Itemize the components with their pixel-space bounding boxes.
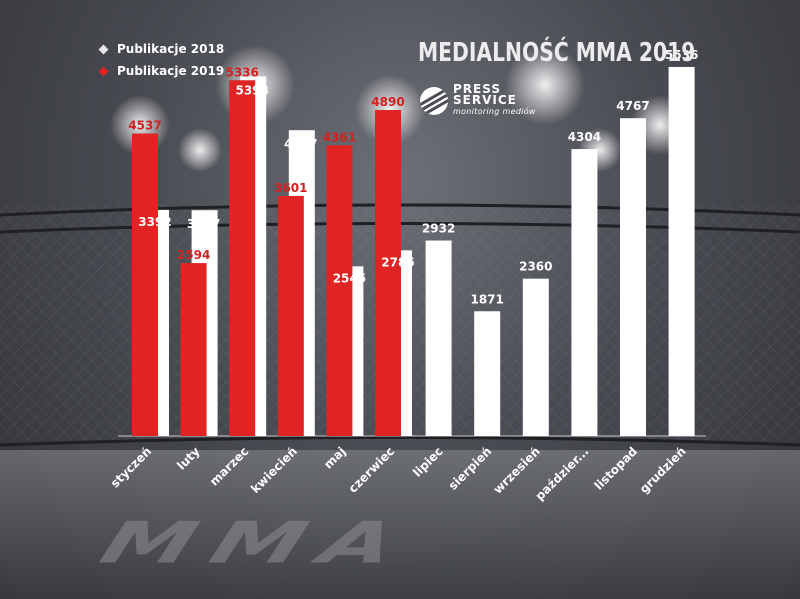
label-2018-4: 2545 — [333, 271, 366, 285]
bar-2018-10 — [620, 118, 646, 436]
legend: Publikacje 2018 Publikacje 2019 — [98, 38, 225, 82]
x-tick-1: luty — [174, 444, 203, 473]
bar-2019-5 — [375, 110, 401, 436]
legend-item-2019: Publikacje 2019 — [98, 60, 225, 82]
legend-label-2019: Publikacje 2019 — [117, 64, 225, 78]
bar-2019-3 — [277, 195, 304, 436]
legend-marker-2018 — [98, 44, 109, 54]
cage-floor — [0, 450, 800, 599]
label-2018-7: 1871 — [470, 292, 503, 306]
label-2019-3: 3601 — [274, 181, 307, 195]
label-2018-2: 5393 — [235, 83, 268, 97]
bar-2019-0 — [132, 133, 158, 437]
label-2018-0: 3392 — [138, 215, 171, 229]
bar-2018-9 — [571, 149, 598, 437]
label-2019-2: 5336 — [225, 65, 258, 79]
x-tick-2: marzec — [207, 444, 251, 488]
label-2018-11: 5536 — [665, 48, 698, 62]
label-2018-10: 4767 — [616, 99, 649, 113]
legend-marker-2019 — [98, 66, 109, 76]
label-2019-0: 4537 — [128, 119, 161, 133]
bar-2018-6 — [425, 240, 452, 436]
chart-title: MEDIALNOŚĆ MMA 2019 — [418, 38, 696, 68]
label-2019-5: 4890 — [371, 95, 404, 109]
label-2019-4: 4361 — [323, 130, 356, 144]
x-tick-8: wrzesień — [491, 444, 543, 496]
bar-2018-11 — [668, 66, 695, 436]
label-2018-6: 2932 — [422, 222, 455, 236]
label-2018-5: 2785 — [381, 255, 414, 269]
bar-2019-2 — [229, 80, 256, 437]
x-tick-6: lipiec — [410, 444, 445, 479]
logo-emblem — [420, 86, 448, 115]
legend-label-2018: Publikacje 2018 — [117, 42, 225, 56]
label-2019-1: 2594 — [177, 248, 210, 262]
x-tick-0: styczeń — [108, 444, 154, 490]
bar-2018-8 — [522, 278, 549, 436]
x-tick-4: maj — [321, 444, 348, 471]
label-2018-9: 4304 — [568, 130, 601, 144]
bar-2018-7 — [474, 311, 501, 436]
x-tick-10: listopad — [592, 444, 641, 493]
legend-item-2018: Publikacje 2018 — [98, 38, 225, 60]
logo-line2: SERVICE — [453, 93, 517, 107]
x-tick-3: kwiecień — [248, 444, 300, 496]
x-tick-5: czerwiec — [346, 444, 397, 495]
press-service-logo: PRESS SERVICE monitoring mediów — [420, 82, 536, 117]
x-tick-7: sierpień — [446, 444, 495, 493]
mma-watermark: MMA — [92, 510, 424, 577]
label-2018-8: 2360 — [519, 260, 552, 274]
logo-line3: monitoring mediów — [453, 107, 536, 116]
label-2018-3: 4587 — [284, 137, 317, 151]
x-tick-11: grudzień — [637, 444, 689, 496]
label-2018-1: 3387 — [187, 217, 220, 231]
logo-line1: PRESS — [453, 82, 501, 96]
bar-2019-1 — [180, 263, 207, 436]
bar-2019-4 — [326, 145, 353, 436]
